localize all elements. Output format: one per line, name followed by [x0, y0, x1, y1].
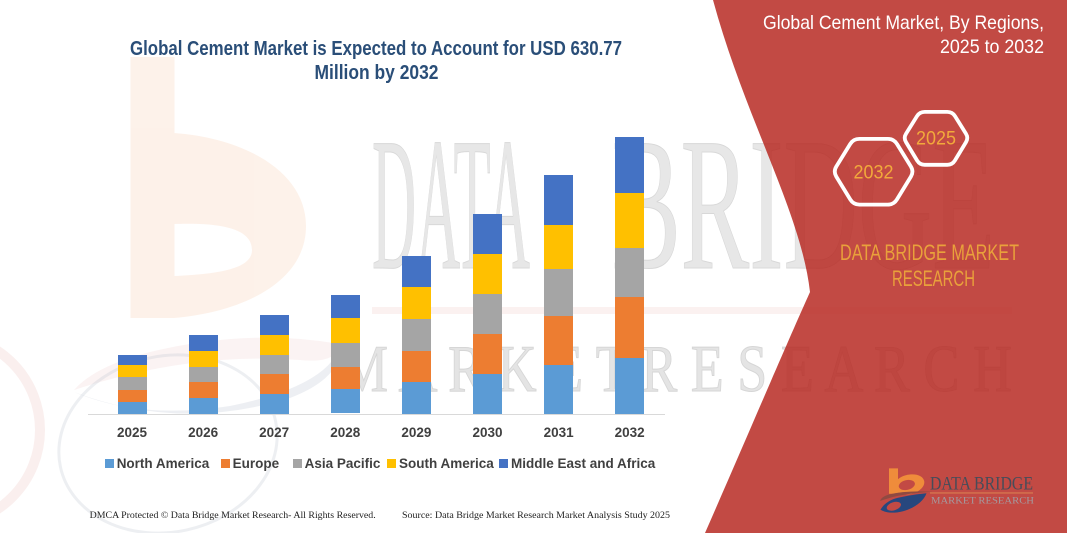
svg-text:Source: Data Bridge Market Res: Source: Data Bridge Market Research Mark… [402, 511, 670, 521]
svg-text:Global Cement Market is Expect: Global Cement Market is Expected to Acco… [130, 38, 622, 60]
svg-text:2025: 2025 [916, 129, 956, 150]
svg-text:DATA: DATA [372, 100, 530, 310]
svg-text:2025 to 2032: 2025 to 2032 [940, 36, 1044, 58]
svg-text:DATA BRIDGE MARKET: DATA BRIDGE MARKET [840, 240, 1019, 265]
svg-text:RESEARCH: RESEARCH [892, 266, 975, 291]
svg-text:DMCA Protected © Data Bridge M: DMCA Protected © Data Bridge Market Rese… [90, 510, 376, 521]
svg-text:Million by 2032: Million by 2032 [315, 62, 439, 84]
svg-text:MARKET RESEARCH: MARKET RESEARCH [931, 495, 1035, 505]
svg-text:Global Cement Market, By Regio: Global Cement Market, By Regions, [763, 12, 1044, 34]
svg-text:DATA BRIDGE: DATA BRIDGE [930, 473, 1033, 494]
svg-text:2032: 2032 [854, 163, 894, 184]
